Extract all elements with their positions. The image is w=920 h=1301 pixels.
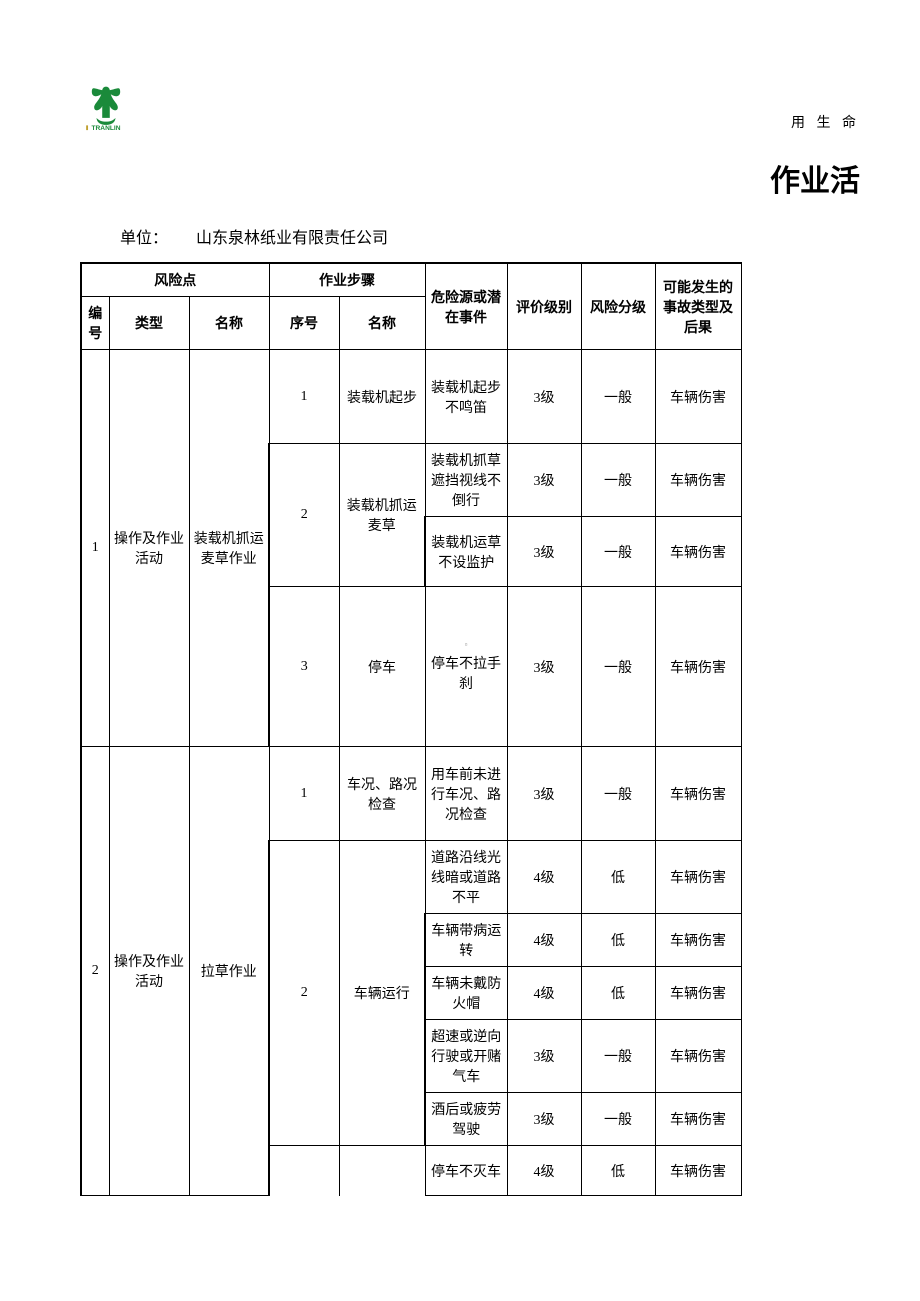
th-stepname: 名称 — [339, 297, 425, 350]
cell-hazard: 酒后或疲劳驾驶 — [425, 1093, 507, 1146]
th-accident: 可能发生的事故类型及后果 — [655, 263, 741, 350]
cell-hazard: 道路沿线光线暗或道路不平 — [425, 841, 507, 914]
cell-acc: 车辆伤害 — [655, 841, 741, 914]
cell-risk: 低 — [581, 914, 655, 967]
marker-icon: ▫ — [430, 641, 503, 649]
cell-acc: 车辆伤害 — [655, 747, 741, 841]
unit-row: 单位： 山东泉林纸业有限责任公司 — [80, 224, 920, 248]
page: TRANLIN 用 生 命 作业活 单位： 山东泉林纸业有限责任公司 风险点 作… — [0, 0, 920, 1196]
cell-eval: 3级 — [507, 444, 581, 517]
cell-risk: 一般 — [581, 747, 655, 841]
cell-num: 2 — [81, 747, 109, 1196]
table-header: 风险点 作业步骤 危险源或潜在事件 评价级别 风险分级 可能发生的事故类型及后果… — [81, 263, 741, 350]
cell-step: 车辆运行 — [339, 841, 425, 1146]
cell-hazard-text: 停车不拉手刹 — [431, 657, 501, 692]
cell-hazard: 装载机抓草遮挡视线不倒行 — [425, 444, 507, 517]
cell-seq: 2 — [269, 841, 339, 1146]
cell-hazard: 装载机起步不鸣笛 — [425, 350, 507, 444]
cell-hazard: 装载机运草不设监护 — [425, 517, 507, 587]
cell-eval: 4级 — [507, 841, 581, 914]
cell-step: 停车 — [339, 587, 425, 747]
cell-eval: 4级 — [507, 1146, 581, 1196]
cell-eval: 3级 — [507, 747, 581, 841]
unit-value: 山东泉林纸业有限责任公司 — [196, 230, 388, 247]
header-row: TRANLIN 用 生 命 — [80, 80, 920, 132]
cell-risk: 一般 — [581, 1020, 655, 1093]
cell-step: 车况、路况检查 — [339, 747, 425, 841]
cell-eval: 3级 — [507, 517, 581, 587]
cell-risk: 一般 — [581, 517, 655, 587]
cell-acc: 车辆伤害 — [655, 914, 741, 967]
cell-type: 操作及作业活动 — [109, 747, 189, 1196]
cell-acc: 车辆伤害 — [655, 1146, 741, 1196]
cell-risk: 一般 — [581, 1093, 655, 1146]
cell-seq: 3 — [269, 587, 339, 747]
cell-eval: 4级 — [507, 967, 581, 1020]
page-title: 作业活 — [770, 165, 860, 198]
cell-type: 操作及作业活动 — [109, 350, 189, 747]
risk-table: 风险点 作业步骤 危险源或潜在事件 评价级别 风险分级 可能发生的事故类型及后果… — [80, 262, 742, 1196]
cell-hazard: 车辆带病运转 — [425, 914, 507, 967]
th-name: 名称 — [189, 297, 269, 350]
cell-name: 拉草作业 — [189, 747, 269, 1196]
cell-acc: 车辆伤害 — [655, 350, 741, 444]
th-risk: 风险分级 — [581, 263, 655, 350]
cell-risk: 低 — [581, 1146, 655, 1196]
cell-hazard: 超速或逆向行驶或开赌气车 — [425, 1020, 507, 1093]
cell-risk: 一般 — [581, 587, 655, 747]
company-logo: TRANLIN — [80, 80, 132, 132]
cell-num: 1 — [81, 350, 109, 747]
th-number: 编号 — [81, 297, 109, 350]
cell-hazard: 用车前未进行车况、路况检查 — [425, 747, 507, 841]
cell-acc: 车辆伤害 — [655, 587, 741, 747]
logo-icon: TRANLIN — [80, 80, 132, 132]
cell-risk: 一般 — [581, 444, 655, 517]
cell-eval: 3级 — [507, 1020, 581, 1093]
cell-name: 装载机抓运麦草作业 — [189, 350, 269, 747]
cell-hazard: 停车不灭车 — [425, 1146, 507, 1196]
cell-seq: 1 — [269, 747, 339, 841]
cell-seq: 2 — [269, 444, 339, 587]
th-eval: 评价级别 — [507, 263, 581, 350]
cell-eval: 3级 — [507, 1093, 581, 1146]
cell-acc: 车辆伤害 — [655, 967, 741, 1020]
table-row: 1 操作及作业活动 装载机抓运麦草作业 1 装载机起步 装载机起步不鸣笛 3级 … — [81, 350, 741, 444]
cell-eval: 3级 — [507, 350, 581, 444]
unit-label: 单位： — [120, 230, 168, 247]
cell-seq: 1 — [269, 350, 339, 444]
cell-acc: 车辆伤害 — [655, 1020, 741, 1093]
cell-step — [339, 1146, 425, 1196]
th-type: 类型 — [109, 297, 189, 350]
cell-step: 装载机起步 — [339, 350, 425, 444]
th-seq: 序号 — [269, 297, 339, 350]
cell-step: 装载机抓运麦草 — [339, 444, 425, 587]
th-hazard: 危险源或潜在事件 — [425, 263, 507, 350]
th-risk-point: 风险点 — [81, 263, 269, 297]
cell-eval: 3级 — [507, 587, 581, 747]
cell-seq — [269, 1146, 339, 1196]
cell-eval: 4级 — [507, 914, 581, 967]
title-row: 作业活 — [80, 156, 920, 200]
cell-risk: 低 — [581, 967, 655, 1020]
slogan: 用 生 命 — [791, 112, 860, 132]
cell-acc: 车辆伤害 — [655, 517, 741, 587]
cell-hazard: 车辆未戴防火帽 — [425, 967, 507, 1020]
table-row: 2 操作及作业活动 拉草作业 1 车况、路况检查 用车前未进行车况、路况检查 3… — [81, 747, 741, 841]
cell-acc: 车辆伤害 — [655, 444, 741, 517]
logo-text: TRANLIN — [91, 125, 120, 132]
table-body: 1 操作及作业活动 装载机抓运麦草作业 1 装载机起步 装载机起步不鸣笛 3级 … — [81, 350, 741, 1196]
cell-hazard: ▫ 停车不拉手刹 — [425, 587, 507, 747]
cell-risk: 低 — [581, 841, 655, 914]
cell-risk: 一般 — [581, 350, 655, 444]
cell-acc: 车辆伤害 — [655, 1093, 741, 1146]
th-work-step: 作业步骤 — [269, 263, 425, 297]
